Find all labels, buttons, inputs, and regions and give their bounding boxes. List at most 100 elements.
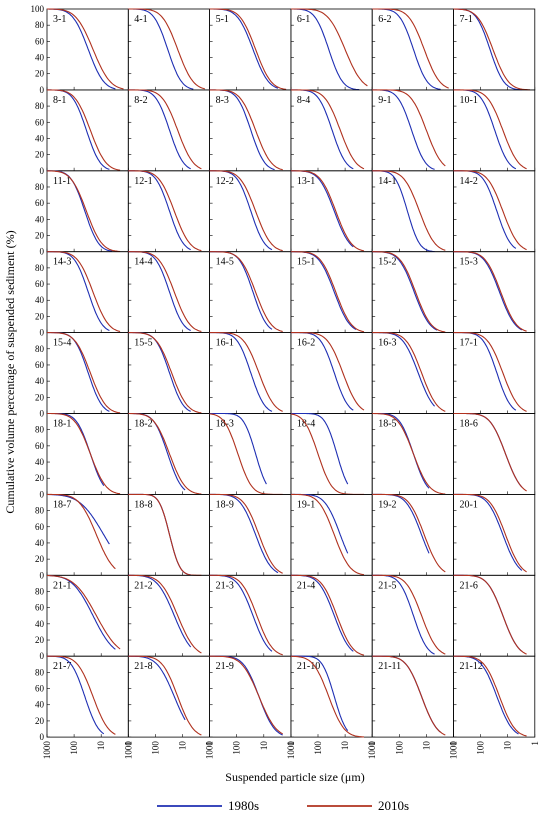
- curve-2010s: [372, 251, 446, 333]
- curve-2010s: [453, 332, 527, 412]
- y-tick-label: 20: [35, 554, 45, 564]
- panel-label: 16-1: [216, 338, 234, 349]
- panel-label: 14-5: [216, 257, 234, 268]
- panel-6-1: 6-1: [290, 8, 373, 91]
- panel-17-1: 17-1: [453, 332, 536, 414]
- y-tick-label: 80: [35, 20, 45, 30]
- curve-1980s: [290, 412, 349, 485]
- y-tick-label: 0: [40, 409, 45, 419]
- y-tick-label: 60: [35, 117, 45, 127]
- panel-label: 13-1: [297, 176, 315, 187]
- panel-21-3: 21-3: [209, 574, 292, 657]
- panel-label: 3-1: [53, 14, 66, 25]
- curve-2010s: [372, 89, 446, 167]
- y-axis-label: Cumulative volume percentage of suspende…: [3, 230, 17, 513]
- y-tick-label: 40: [35, 214, 45, 224]
- y-tick-label: 100: [31, 4, 45, 14]
- panel-label: 15-3: [460, 257, 478, 268]
- curve-2010s: [128, 89, 202, 170]
- y-tick-label: 40: [35, 133, 45, 143]
- y-tick-label: 60: [35, 36, 45, 46]
- curve-1980s: [290, 655, 349, 732]
- y-tick-label: 20: [35, 635, 45, 645]
- curve-2010s: [372, 574, 446, 655]
- panel-label: 17-1: [460, 338, 478, 349]
- panel-label: 18-9: [216, 499, 234, 510]
- x-tick-label: 10: [259, 741, 269, 751]
- panel-label: 12-1: [134, 176, 152, 187]
- x-tick-label: 1000: [367, 741, 377, 760]
- x-tick-label: 1: [367, 741, 377, 746]
- y-tick-label: 20: [35, 716, 45, 726]
- curve-2010s: [453, 655, 527, 737]
- curve-2010s: [209, 574, 283, 656]
- y-tick-label: 0: [40, 166, 45, 176]
- panel-label: 15-5: [134, 338, 152, 349]
- panel-8-1: 8-1: [46, 89, 129, 172]
- curve-2010s: [47, 332, 121, 414]
- panel-6-2: 6-2: [371, 8, 454, 91]
- panel-18-8: 18-8: [127, 493, 211, 576]
- curve-2010s: [372, 412, 446, 495]
- x-tick-label: 1: [286, 741, 296, 746]
- panel-14-4: 14-4: [127, 251, 211, 333]
- curve-2010s: [209, 251, 283, 333]
- y-tick-label: 40: [35, 295, 45, 305]
- panel-3-1: 3-1: [46, 8, 129, 91]
- panel-18-2: 18-2: [127, 412, 211, 495]
- panel-21-9: 21-9: [209, 655, 292, 738]
- panel-16-3: 16-3: [371, 332, 454, 414]
- curve-2010s: [209, 170, 283, 252]
- panel-14-3: 14-3: [46, 251, 129, 333]
- panel-label: 16-2: [297, 338, 315, 349]
- curve-2010s: [290, 170, 365, 252]
- x-tick-label: 10: [421, 741, 431, 751]
- curve-2010s: [209, 332, 283, 412]
- curve-2010s: [128, 412, 202, 495]
- curve-2010s: [453, 89, 527, 170]
- y-tick-label: 20: [35, 231, 45, 241]
- y-tick-label: 80: [35, 425, 45, 435]
- panel-label: 14-2: [460, 176, 478, 187]
- panel-label: 21-2: [134, 580, 152, 591]
- curve-2010s: [453, 574, 527, 655]
- curve-2010s: [453, 251, 527, 332]
- panel-label: 14-1: [378, 176, 396, 187]
- panel-14-1: 14-1: [371, 170, 454, 253]
- panel-label: 21-1: [53, 580, 71, 591]
- y-tick-label: 60: [35, 522, 45, 532]
- curve-2010s: [47, 412, 121, 495]
- panel-label: 5-1: [216, 14, 229, 25]
- panel-label: 21-4: [297, 580, 315, 591]
- panel-18-5: 18-5: [371, 412, 454, 495]
- panel-21-11: 21-11: [371, 655, 454, 738]
- curve-2010s: [47, 8, 124, 90]
- curve-2010s: [46, 170, 121, 253]
- y-tick-label: 20: [35, 150, 45, 160]
- x-tick-label: 100: [150, 741, 160, 755]
- curve-2010s: [209, 8, 287, 90]
- panel-21-6: 21-6: [453, 574, 536, 657]
- panel-label: 6-2: [378, 14, 391, 25]
- x-tick-label: 1000: [123, 741, 133, 760]
- y-tick-label: 0: [40, 732, 45, 742]
- panel-label: 15-1: [297, 257, 315, 268]
- panel-label: 20-1: [460, 499, 478, 510]
- panel-label: 21-6: [460, 580, 478, 591]
- panel-14-5: 14-5: [209, 251, 292, 333]
- y-tick-label: 40: [35, 457, 45, 467]
- y-tick-label: 40: [35, 53, 45, 63]
- y-tick-label: 80: [35, 506, 45, 516]
- panel-label: 18-1: [53, 419, 71, 430]
- curve-2010s: [453, 493, 527, 573]
- x-tick-label: 1: [205, 741, 215, 746]
- y-tick-label: 60: [35, 279, 45, 289]
- panel-label: 15-2: [378, 257, 396, 268]
- panel-label: 6-1: [297, 14, 310, 25]
- curve-2010s: [372, 493, 446, 573]
- legend-label-1980s: 1980s: [228, 798, 259, 813]
- panel-label: 18-3: [216, 419, 234, 430]
- x-tick-label: 10: [340, 741, 350, 751]
- panel-label: 8-2: [134, 95, 147, 106]
